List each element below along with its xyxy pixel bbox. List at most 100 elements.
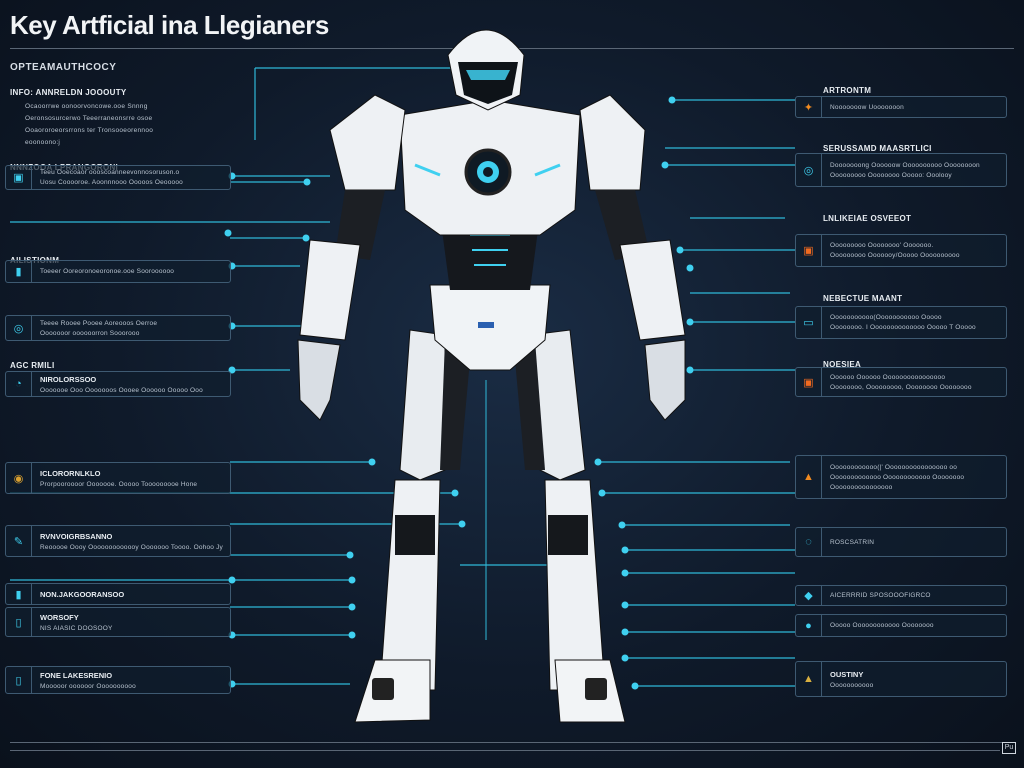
- target-icon: ◌: [796, 528, 822, 556]
- feature-card[interactable]: ▲ Oooooooooooo(|' Oooooooooooooooo oo Oooo…: [795, 455, 1007, 499]
- feature-card[interactable]: ◉ ICLORORNLKLO Prorpooroooor Ooooooe. Oooo…: [5, 462, 231, 494]
- connector-dot: [621, 546, 629, 554]
- feature-card[interactable]: ▯ FONE LAKESRENIO Mooooor oooooor Oooooooo…: [5, 666, 231, 694]
- sensor-icon: ◉: [6, 463, 32, 493]
- feature-card[interactable]: ▣ Ooooooooo Oooooooo' Ooooooo. Ooooooooo O…: [795, 234, 1007, 267]
- connector-dot: [302, 234, 310, 242]
- feature-description: Mooooor oooooor Oooooooooo: [40, 682, 136, 690]
- connector-dot: [348, 576, 356, 584]
- feature-description: Ooaororoeorsrrons ter Tronsooeorennoo: [25, 127, 154, 134]
- feature-description: Ooooooooooo: [830, 681, 874, 689]
- feature-card[interactable]: ▯ WORSOFY NIS AIASIC DOOSOOY: [5, 607, 231, 637]
- gauge-icon: ◔: [6, 372, 32, 396]
- feature-description: Oooooooo, Ooooooooo, Oooooooo Oooooooo: [830, 383, 972, 391]
- feature-card[interactable]: ✎ RVNVOIGRBSANNO Reooooe Oooy Oooooooooooo…: [5, 525, 231, 557]
- connector-dot: [598, 489, 606, 497]
- connector-dot: [348, 631, 356, 639]
- feature-card[interactable]: ◔ NIROLORSSOO Ooooooe Ooo Ooooooos Oooee O…: [5, 371, 231, 397]
- feature-description: ROSCSATRIN: [830, 538, 875, 546]
- feature-description: Ooooooe Ooo Ooooooos Oooee Oooooo Ooooo …: [40, 386, 203, 394]
- feature-title: RVNVOIGRBSANNO: [40, 531, 113, 541]
- connector-dot: [621, 569, 629, 577]
- feature-description: Ooooooooo Ooooooy/Ooooo Oooooooooo: [830, 252, 960, 259]
- connector-dot: [621, 628, 629, 636]
- feature-description: Oeronsosurcerwo Teeerraneonsrre osoe: [25, 115, 153, 122]
- connector-dot: [631, 682, 639, 690]
- connector-dot: [224, 229, 232, 237]
- logo-badge: Pu: [1002, 742, 1016, 754]
- feature-description: Ooooooooooooo Oooooooooooo Oooooooo: [830, 473, 965, 481]
- feature-card[interactable]: ▮ NON.JAKGOORANSOO: [5, 583, 231, 605]
- feature-description: Nooooooow Uooooooon: [830, 103, 904, 111]
- feature-description: Ooooooooo Oooooooo Ooooo: Ooolooy: [830, 171, 952, 179]
- feature-title: AGC RMILI: [10, 361, 55, 370]
- connector-dot: [668, 96, 676, 104]
- feature-description: Oooooooooooooooo: [830, 483, 893, 491]
- feature-description: Teeu Ooecoaor oooscoanneevonnosoruson.o: [40, 169, 180, 176]
- feature-card[interactable]: ▮ Toeeer Ooreoronoeoronoe.ooe Sooroooooo: [5, 260, 231, 283]
- connector-dot: [676, 246, 684, 254]
- feature-title: NOESIEA: [823, 360, 862, 369]
- feature-description: eoonoono:j: [25, 139, 61, 146]
- feature-card[interactable]: ◎ Teeee Rooee Pooee Aoreooos Oerroe Oooooo…: [5, 315, 231, 341]
- connector-dot: [686, 264, 694, 272]
- feature-title: NON.JAKGOORANSOO: [40, 589, 125, 599]
- connector-dot: [686, 366, 694, 374]
- feature-description: Ocaoorrwe oonoorvoncowe.ooe Snnng: [25, 103, 148, 110]
- cell-icon: ▮: [6, 584, 32, 604]
- lens-icon: ●: [796, 615, 822, 636]
- feature-description: Teeee Rooee Pooee Aoreooos Oerroe: [40, 319, 158, 327]
- feature-description: Reooooe Oooy Ooooooooooooy Ooooooo Toooo…: [40, 543, 223, 551]
- foot-icon: ▯: [6, 667, 32, 693]
- feature-title: LNLIKEIAE OSVEEOT: [823, 214, 912, 223]
- robot-illustration: [297, 29, 686, 723]
- feature-description: Prorpooroooor Ooooooe. Ooooo Tooooooooe …: [40, 480, 198, 488]
- feature-title: ARTRONTM: [823, 86, 872, 95]
- chip-icon: ▣: [6, 166, 32, 189]
- feature-card[interactable]: ▣ Teeu Ooecoaor oooscoanneevonnosoruson.o…: [5, 165, 231, 190]
- feature-card[interactable]: ◌ ROSCSATRIN: [795, 527, 1007, 557]
- feature-title: INFO: ANNRELDN JOOOUTY: [10, 88, 127, 97]
- feature-title: OUSTINY: [830, 669, 864, 679]
- feature-subtitle: NIROLORSSOO: [40, 374, 97, 384]
- ai-icon: ◎: [796, 154, 822, 186]
- memory-icon: ▭: [796, 307, 822, 338]
- connector-dot: [618, 521, 626, 529]
- feature-description: AICERRRID SPOSOOOFIGRCO: [830, 592, 931, 599]
- connector-dots: [224, 96, 694, 690]
- connector-dot: [594, 458, 602, 466]
- drop-icon: ◆: [796, 586, 822, 605]
- feature-description: Ooooooooo Oooooooo' Ooooooo.: [830, 242, 934, 249]
- connector-dot: [661, 161, 669, 169]
- flame-icon: ▲: [796, 662, 822, 696]
- feature-title: SERUSSAMD MAASRTLICI: [823, 144, 932, 153]
- power-icon: ▣: [796, 368, 822, 396]
- bottom-divider: [10, 742, 1014, 743]
- connector-dot: [346, 551, 354, 559]
- arm-icon: ✎: [6, 526, 32, 556]
- feature-title: FONE LAKESRENIO: [40, 670, 113, 680]
- connector-dot: [451, 489, 459, 497]
- processor-icon: ▣: [796, 235, 822, 266]
- feature-card[interactable]: ▲ OUSTINY Ooooooooooo: [795, 661, 1007, 697]
- feature-description: Ooooo Oooooooooooo Oooooooo: [830, 622, 934, 629]
- feature-description: Oooooo Oooooo Oooooooooooooooo: [830, 373, 946, 381]
- section-subtitle: OPTEAMAUTHCOCY: [10, 62, 117, 73]
- feature-card[interactable]: ◎ Dooooooong Oooooow Oooooooooo Oooooooon…: [795, 153, 1007, 187]
- feature-card[interactable]: ✦ Nooooooow Uooooooon: [795, 96, 1007, 118]
- connector-dot: [303, 178, 311, 186]
- feature-description: Ooooooooooo(Ooooooooooo Ooooo: [830, 314, 942, 321]
- feature-card[interactable]: ▭ Ooooooooooo(Ooooooooooo Ooooo Oooooooo. …: [795, 306, 1007, 339]
- feature-card[interactable]: ◆ AICERRRID SPOSOOOFIGRCO: [795, 585, 1007, 606]
- circuit-icon: ◎: [6, 316, 32, 340]
- feature-card[interactable]: ▣ Oooooo Oooooo Oooooooooooooooo Oooooooo,…: [795, 367, 1007, 397]
- connector-dot: [458, 520, 466, 528]
- feature-title: ICLORORNLKLO: [40, 468, 101, 478]
- connector-dot: [368, 458, 376, 466]
- connector-dot: [621, 654, 629, 662]
- connector-dot: [686, 318, 694, 326]
- feature-description: Oooooooooooo(|' Oooooooooooooooo oo: [830, 463, 958, 471]
- feature-card[interactable]: ● Ooooo Oooooooooooo Oooooooo: [795, 614, 1007, 637]
- feature-description: Toeeer Ooreoronoeoronoe.ooe Sooroooooo: [40, 268, 175, 275]
